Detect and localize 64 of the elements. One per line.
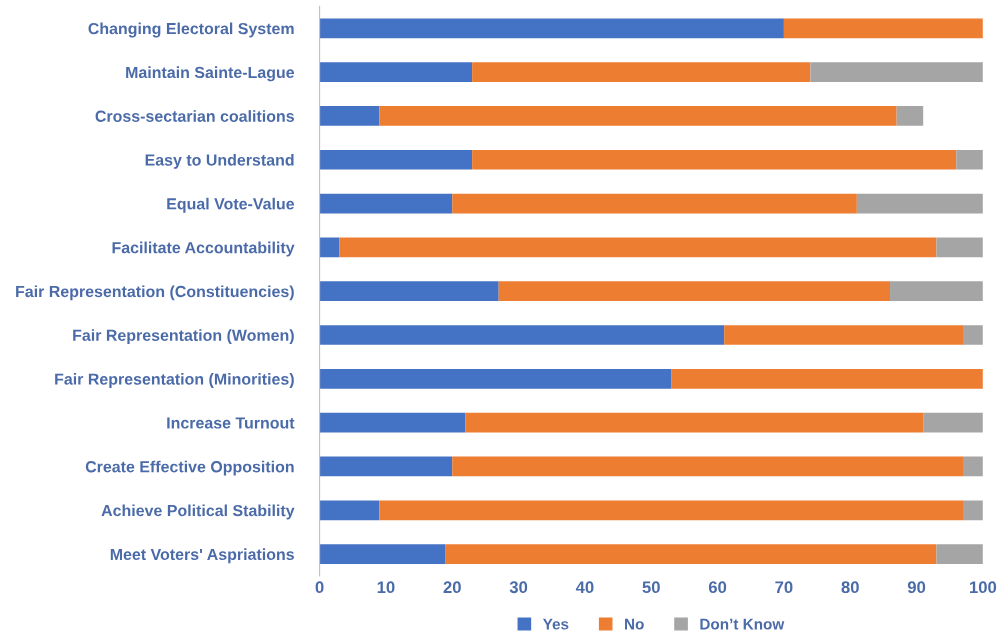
y-tick-label: Cross-sectarian coalitions <box>95 110 294 122</box>
x-tick-label: 90 <box>907 581 926 594</box>
x-tick-label: 80 <box>841 581 859 594</box>
bar <box>962 500 983 521</box>
bar <box>923 412 983 433</box>
bar <box>783 18 983 39</box>
bar <box>319 149 473 170</box>
bar <box>319 106 380 126</box>
bar <box>472 62 811 82</box>
bar <box>962 456 983 477</box>
x-tick-label: 60 <box>708 581 727 594</box>
bar <box>379 500 963 521</box>
bar <box>319 500 380 521</box>
x-tick-label: 30 <box>509 581 528 594</box>
legend-label: No <box>625 618 644 630</box>
y-tick-label: Fair Representation (Constituencies) <box>16 285 294 301</box>
y-tick-label: Create Effective Opposition <box>85 460 294 476</box>
bar <box>319 325 725 345</box>
bar <box>936 237 983 258</box>
bar <box>379 106 897 126</box>
bar <box>319 62 473 82</box>
x-tick-label: 50 <box>642 581 660 594</box>
legend-label: Don’t Know <box>700 618 785 630</box>
bar <box>319 193 453 214</box>
bar <box>810 62 983 82</box>
y-tick-label: Changing Electoral System <box>88 22 294 38</box>
bar <box>319 456 453 477</box>
bar <box>445 544 937 564</box>
bar <box>671 368 983 389</box>
y-tick-label: Fair Representation (Minorities) <box>55 373 294 388</box>
x-tick-label: 40 <box>575 581 594 594</box>
y-tick-label: Maintain Sainte-Lague <box>126 66 295 82</box>
y-tick-label: Achieve Political Stability <box>101 504 295 520</box>
y-tick-label: Increase Turnout <box>167 417 295 429</box>
bar <box>319 281 499 302</box>
bar <box>319 412 466 433</box>
x-tick-label: 0 <box>315 581 324 594</box>
bar <box>319 544 446 564</box>
bar <box>465 412 924 433</box>
y-tick-label: Easy to Understand <box>145 153 294 169</box>
y-tick-label: Facilitate Accountability <box>112 241 295 257</box>
bar <box>856 193 983 214</box>
bar <box>319 237 340 258</box>
bar <box>936 544 983 564</box>
x-tick-label: 20 <box>443 581 461 594</box>
bar <box>319 18 784 39</box>
x-tick-label: 10 <box>377 581 395 594</box>
bar <box>498 281 891 302</box>
bar <box>452 193 857 214</box>
bar <box>452 456 963 477</box>
y-tick-label: Equal Vote-Value <box>167 197 295 213</box>
bar <box>890 281 983 302</box>
y-tick-label: Meet Voters' Aspriations <box>110 548 294 564</box>
bar <box>319 368 672 389</box>
bar <box>962 325 983 345</box>
bar <box>956 149 983 170</box>
bar <box>724 325 963 345</box>
bar <box>896 106 924 126</box>
legend-label: Yes <box>542 618 569 630</box>
y-tick-label: Fair Representation (Women) <box>73 329 294 345</box>
x-tick-label: 100 <box>970 581 997 594</box>
bar <box>472 149 957 170</box>
x-tick-label: 70 <box>775 581 793 594</box>
bar <box>339 237 937 258</box>
